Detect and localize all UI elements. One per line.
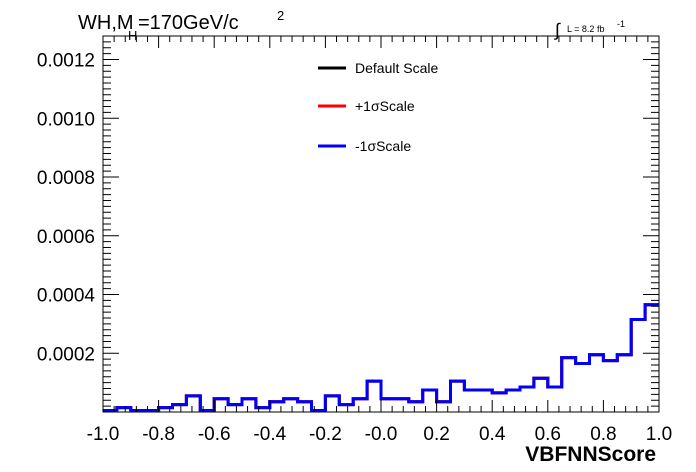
x-tick-label: -0.2 — [309, 424, 342, 445]
y-tick-label: 0.0012 — [37, 51, 95, 72]
series-2 — [103, 303, 659, 413]
x-tick-label: 1.0 — [646, 424, 672, 445]
legend: Default Scale +1σScale -1σScale — [318, 60, 438, 154]
title-main: WH,M — [78, 12, 134, 34]
title-subscript: H — [128, 28, 137, 43]
legend-label: Default Scale — [355, 60, 438, 76]
x-axis-tick-labels: -1.0 -0.8 -0.6 -0.4 -0.2 -0.0 0.2 0.4 0.6 0.8 1.0 — [87, 424, 673, 445]
x-tick-label: 0.6 — [535, 424, 561, 445]
x-tick-label: -0.8 — [142, 424, 175, 445]
series-layer — [103, 303, 659, 413]
y-tick-label: 0.0006 — [37, 227, 95, 248]
x-tick-label: -0.4 — [253, 424, 286, 445]
x-tick-label: 0.2 — [423, 424, 449, 445]
title-rest: =170GeV/c — [138, 12, 239, 34]
y-axis-tick-labels: 0.0002 0.0004 0.0006 0.0008 0.0010 0.0012 — [37, 51, 96, 366]
lumi-superscript: -1 — [617, 19, 625, 29]
legend-label: +1σScale — [355, 98, 415, 114]
lumi-text: L = 8.2 fb — [567, 24, 604, 34]
y-tick-label: 0.0008 — [37, 168, 95, 189]
x-tick-label: -1.0 — [87, 424, 120, 445]
x-tick-label: -0.0 — [365, 424, 398, 445]
legend-label: -1σScale — [355, 138, 411, 154]
title-superscript: 2 — [277, 8, 284, 23]
x-tick-label: 0.8 — [590, 424, 616, 445]
x-axis-ticks — [102, 36, 660, 412]
y-axis-ticks — [103, 35, 659, 413]
y-tick-label: 0.0004 — [37, 286, 96, 307]
x-axis-label: VBFNNScore — [525, 443, 656, 466]
x-tick-label: -0.6 — [198, 424, 231, 445]
lumi-integral-symbol: ∫ — [553, 20, 561, 40]
chart-title: WH,M H =170GeV/c 2 — [78, 8, 284, 43]
y-tick-label: 0.0002 — [37, 344, 95, 365]
series-step-line — [103, 303, 659, 413]
luminosity-label: ∫ L = 8.2 fb -1 — [553, 19, 625, 40]
x-tick-label: 0.4 — [479, 424, 506, 445]
y-tick-label: 0.0010 — [37, 109, 95, 130]
